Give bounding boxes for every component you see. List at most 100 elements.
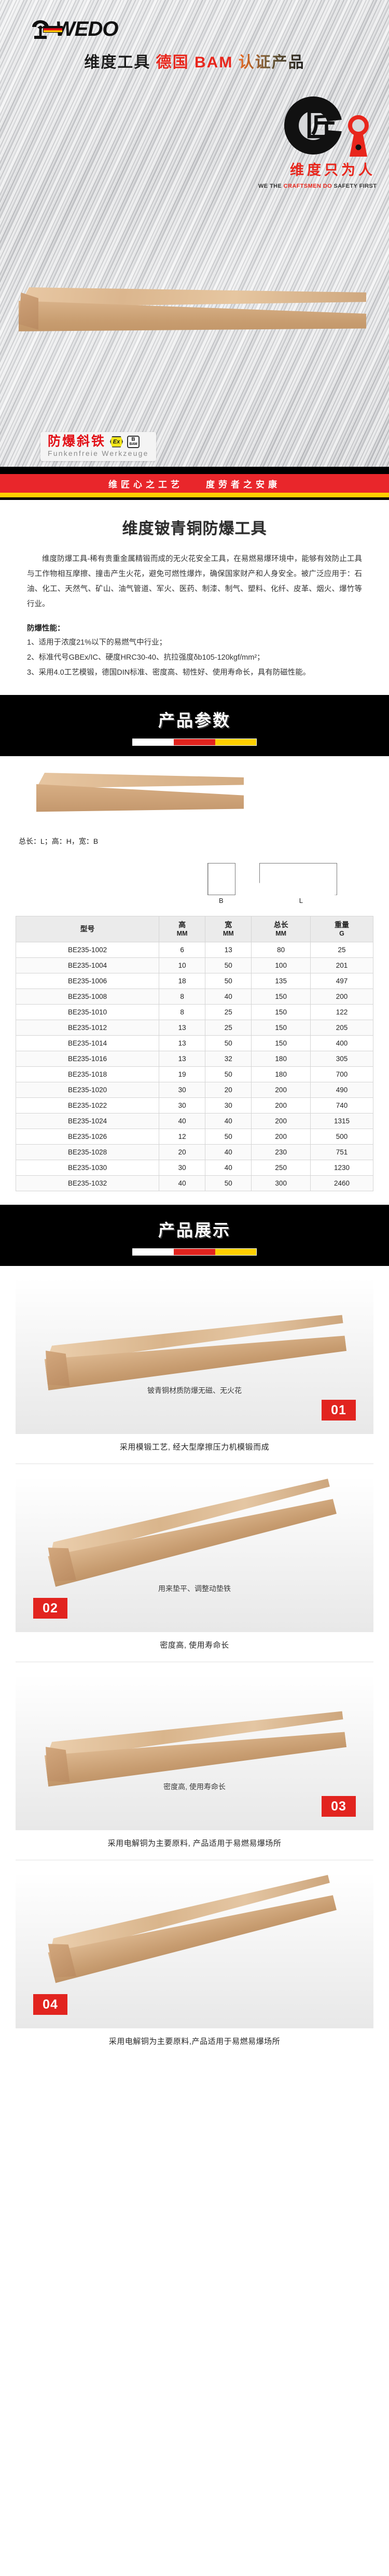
slogan-red-stripe: 维匠心之工艺 度劳者之安康	[0, 474, 389, 493]
brand-logo[interactable]: WEDO	[30, 19, 118, 39]
table-row: BE235-1010 8 25 150 122	[15, 1004, 373, 1021]
table-row: BE235-1026 12 50 200 500	[15, 1129, 373, 1145]
col-width-title: 宽	[225, 921, 232, 929]
craftsman-tagline: WE THE CRAFTSMEN DO SAFETY FIRST	[258, 183, 378, 189]
table-head: 型号 高 MM 宽 MM 总长 MM 重量 G	[15, 915, 373, 943]
gallery-caption: 密度高, 使用寿命长	[160, 1641, 229, 1650]
cell-value: 150	[251, 1035, 311, 1052]
description-section: 维度铍青铜防爆工具 维度防爆工具-稀有贵重金属精锻而成的无火花安全工具，在易燃易…	[0, 500, 389, 695]
german-flag-bar-2	[132, 1248, 257, 1256]
gallery-heading: 产品展示	[158, 1221, 231, 1240]
flag-stripe-red-2	[174, 1249, 215, 1256]
wedge-tool-shape	[19, 287, 366, 350]
cell-value: 40	[205, 1160, 252, 1176]
cell-value: 50	[205, 1129, 252, 1145]
table-row: BE235-1008 8 40 150 200	[15, 988, 373, 1005]
cell-value: 400	[310, 1035, 373, 1052]
bam-icon-label: BAM	[129, 442, 137, 446]
cell-value: 751	[310, 1144, 373, 1161]
tagline-post: SAFETY FIRST	[332, 183, 377, 189]
params-heading: 产品参数	[158, 711, 231, 730]
badge-subtitle: Funkenfreie Werkzeuge	[48, 449, 149, 457]
table-row: BE235-1002 6 13 80 25	[15, 942, 373, 958]
cell-model: BE235-1014	[15, 1035, 160, 1052]
cell-value: 12	[159, 1129, 206, 1145]
diagram-photo	[16, 769, 373, 831]
cell-value: 230	[251, 1144, 311, 1161]
cell-model: BE235-1008	[15, 988, 160, 1005]
cell-model: BE235-1028	[15, 1144, 160, 1161]
cell-model: BE235-1016	[15, 1051, 160, 1067]
diagram-shape-group: B L	[207, 857, 337, 904]
slogan-right-text: 度劳者之安康	[206, 479, 281, 490]
brand-logo-text: WEDO	[55, 18, 118, 40]
cell-value: 200	[310, 988, 373, 1005]
cell-value: 180	[251, 1051, 311, 1067]
col-height-unit: MM	[176, 929, 188, 937]
cell-value: 201	[310, 957, 373, 974]
wedge-side-face	[19, 301, 366, 331]
product-paragraph: 维度防爆工具-稀有贵重金属精锻而成的无火花安全工具，在易燃易爆环境中，能够有效防…	[27, 555, 362, 608]
table-row: BE235-1006 18 50 135 497	[15, 973, 373, 990]
gallery-item: 04 采用电解铜为主要原料,产品适用于易燃易爆场所	[0, 1860, 389, 2046]
cell-value: 150	[251, 988, 311, 1005]
slogan-bottom-black-stripe	[0, 497, 389, 500]
col-weight-title: 重量	[335, 921, 350, 929]
cell-value: 50	[205, 1066, 252, 1083]
cell-value: 8	[159, 1004, 206, 1021]
cell-value: 100	[251, 957, 311, 974]
gallery-item: 用来垫平、调整动垫铁 02 密度高, 使用寿命长	[0, 1464, 389, 1650]
gallery-item: 铍青铜材质防爆无磁、无火花 01 采用模锻工艺, 经大型摩擦压力机模锻而成	[0, 1266, 389, 1452]
table-row: BE235-1020 30 20 200 490	[15, 1082, 373, 1098]
cell-value: 19	[159, 1066, 206, 1083]
slogan-black-stripe	[0, 467, 389, 474]
params-section-header: 产品参数	[0, 695, 389, 756]
cell-model: BE235-1010	[15, 1004, 160, 1021]
cell-value: 200	[251, 1113, 311, 1130]
gallery-overlay-text: 密度高, 使用寿命长	[163, 1783, 226, 1791]
gallery-wedge-shape	[45, 1873, 350, 2028]
col-height-title: 高	[178, 921, 186, 929]
gallery-wedge-shape	[45, 1477, 350, 1632]
cell-value: 250	[251, 1160, 311, 1176]
bam-icon-glyph: B	[131, 437, 135, 442]
features-list: 1、适用于浓度21%以下的易燃气中行业； 2、标准代号GBEx/IC、硬度HRC…	[27, 635, 362, 680]
shape-side-profile	[259, 863, 337, 895]
col-width-unit: MM	[223, 929, 234, 937]
col-height: 高 MM	[159, 915, 206, 943]
explosion-proof-badge: 防爆斜铁 Ex B BAM Funkenfreie Werkzeuge	[40, 432, 156, 461]
hero-banner-part1: 维度工具	[84, 54, 151, 71]
tagline-highlight: CRAFTSMEN DO	[283, 183, 332, 189]
flag-stripe-red	[174, 739, 215, 745]
craftsman-mark: 匠	[258, 89, 378, 158]
cell-value: 40	[205, 988, 252, 1005]
cell-value: 205	[310, 1020, 373, 1036]
cell-value: 40	[159, 1113, 206, 1130]
slogan-gold-stripe	[0, 493, 389, 497]
cell-model: BE235-1024	[15, 1113, 160, 1130]
table-row: BE235-1024 40 40 200 1315	[15, 1113, 373, 1130]
cell-value: 122	[310, 1004, 373, 1021]
cell-value: 200	[251, 1129, 311, 1145]
cell-value: 500	[310, 1129, 373, 1145]
hero-section: WEDO 维度工具 德国 BAM 认证产品 匠	[0, 0, 389, 467]
cell-value: 200	[251, 1082, 311, 1098]
cell-model: BE235-1022	[15, 1097, 160, 1114]
table-row: BE235-1016 13 32 180 305	[15, 1051, 373, 1067]
cell-value: 50	[205, 1035, 252, 1052]
wrench-icon	[343, 112, 373, 159]
cell-value: 180	[251, 1066, 311, 1083]
badge-title-row: 防爆斜铁 Ex B BAM	[48, 435, 140, 448]
cell-model: BE235-1026	[15, 1129, 160, 1145]
slogan-band: 维匠心之工艺 度劳者之安康	[0, 467, 389, 500]
diagram-caption: 总长：L；高：H，宽：B	[19, 837, 99, 845]
cell-value: 300	[251, 1175, 311, 1192]
wedge-end-face	[19, 293, 38, 330]
col-model: 型号	[15, 915, 160, 943]
cell-model: BE235-1004	[15, 957, 160, 974]
cell-model: BE235-1006	[15, 973, 160, 990]
cell-value: 50	[205, 957, 252, 974]
cell-value: 30	[159, 1082, 206, 1098]
diagram-wedge-body	[36, 784, 244, 812]
cell-value: 8	[159, 988, 206, 1005]
